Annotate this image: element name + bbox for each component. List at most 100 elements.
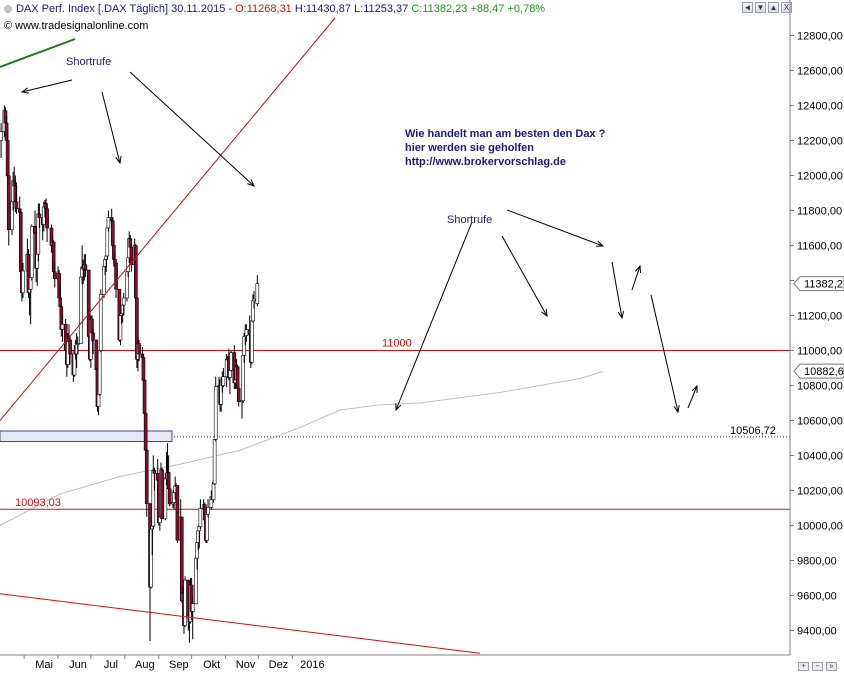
arrow-shortruf-1a-head bbox=[20, 87, 29, 94]
candle bbox=[198, 499, 203, 529]
shortrufe-label-2: Shortrufe bbox=[447, 214, 492, 226]
candle-body bbox=[221, 376, 226, 386]
candle bbox=[250, 315, 254, 365]
x-tick-label: Jul bbox=[104, 659, 118, 671]
candle bbox=[167, 481, 172, 507]
candle bbox=[206, 499, 210, 517]
y-tick-label: 10800,00 bbox=[797, 381, 843, 393]
trendline-up bbox=[0, 17, 336, 421]
x-tick-label: Okt bbox=[203, 659, 220, 671]
x-tick-label: Aug bbox=[135, 659, 155, 671]
header-date: 30.11.2015 bbox=[171, 3, 226, 15]
header-change: +88,47 +0,78% bbox=[470, 3, 546, 15]
watermark-text: © www.tradesignalonline.com bbox=[4, 20, 148, 32]
instrument-name: DAX Perf. Index [.DAX Täglich] bbox=[16, 3, 169, 15]
moving-average-line bbox=[0, 371, 604, 526]
y-tick-label: 12000,00 bbox=[797, 171, 843, 183]
arrow-shortruf-2a bbox=[395, 221, 473, 411]
candle-body bbox=[114, 262, 118, 290]
y-tick-label: 10200,00 bbox=[797, 486, 843, 498]
window-close-button[interactable]: X bbox=[781, 2, 792, 13]
arrow-forecast-up1-head bbox=[634, 264, 642, 274]
candle-body bbox=[45, 208, 49, 229]
zoom-in-button[interactable]: + bbox=[798, 662, 809, 671]
ma-value-badge-text: 10882,6 bbox=[804, 366, 844, 378]
arrow-forecast-down1-head bbox=[617, 311, 625, 320]
x-tick-label: Mai bbox=[35, 659, 53, 671]
y-tick-label: 10000,00 bbox=[797, 521, 843, 533]
candle bbox=[236, 387, 241, 407]
candle-body bbox=[121, 297, 126, 306]
candle bbox=[133, 243, 138, 304]
last-price-badge-text: 11382,2 bbox=[804, 279, 843, 291]
candle-body bbox=[0, 131, 3, 141]
candle-body bbox=[97, 350, 102, 395]
candle-body bbox=[198, 508, 203, 528]
candle-body bbox=[79, 276, 83, 344]
candle-body bbox=[133, 245, 138, 299]
candle-body bbox=[155, 473, 160, 481]
candle bbox=[255, 275, 260, 307]
last-price-badge-box bbox=[793, 276, 844, 292]
trendline-green bbox=[0, 38, 76, 68]
window-minimize-button[interactable]: ▼ bbox=[755, 2, 766, 13]
candle-body bbox=[143, 413, 148, 451]
arrow-shortruf-1c-head bbox=[247, 179, 255, 187]
promo-line-2: hier werden sie geholfen bbox=[405, 142, 534, 154]
arrow-forecast-up2 bbox=[687, 385, 698, 409]
candle-body bbox=[190, 603, 195, 612]
candle-body bbox=[255, 283, 260, 304]
candle bbox=[29, 224, 34, 281]
candle bbox=[175, 485, 180, 543]
candle bbox=[137, 340, 141, 361]
candle bbox=[229, 350, 233, 372]
candle bbox=[151, 455, 156, 529]
window-prev-button[interactable]: ◄ bbox=[742, 2, 753, 13]
arrow-shortruf-2a-head bbox=[395, 402, 402, 412]
y-tick-label: 9400,00 bbox=[797, 626, 837, 638]
candle-body bbox=[167, 488, 172, 505]
candle-body bbox=[91, 332, 95, 341]
header-open: O:11268,31 bbox=[235, 3, 292, 15]
chart-header: DAX Perf. Index [.DAX Täglich] 30.11.201… bbox=[0, 0, 794, 18]
y-tick-label: 12200,00 bbox=[797, 136, 843, 148]
arrow-shortruf-2b-head bbox=[541, 308, 548, 318]
y-tick-label: 12400,00 bbox=[797, 101, 843, 113]
highlight-box bbox=[0, 430, 173, 442]
header-high: H:11430,87 bbox=[294, 3, 351, 15]
candle bbox=[213, 376, 218, 442]
candle-body bbox=[96, 393, 101, 407]
candle-body bbox=[105, 227, 110, 257]
trendline-down bbox=[0, 593, 481, 654]
candle bbox=[68, 336, 72, 365]
candle-body bbox=[212, 439, 217, 485]
arrow-forecast-down2 bbox=[650, 294, 679, 413]
candle-body bbox=[244, 329, 249, 336]
x-tick-label: Jun bbox=[69, 659, 87, 671]
candle bbox=[75, 336, 80, 354]
candle-body bbox=[68, 339, 72, 355]
arrow-shortruf-1a bbox=[21, 79, 73, 93]
y-tick-label: 12800,00 bbox=[797, 31, 843, 43]
candle-body bbox=[142, 379, 147, 414]
candle bbox=[221, 368, 226, 388]
level-label-10506: 10506,72 bbox=[730, 425, 776, 437]
x-tick-label: Sep bbox=[169, 659, 189, 671]
x-tick-label: 2016 bbox=[300, 659, 324, 671]
scroll-right-button[interactable]: » bbox=[826, 662, 837, 671]
promo-line-3: http://www.brokervorschlag.de bbox=[405, 156, 566, 168]
candle-body bbox=[235, 366, 240, 389]
candle bbox=[21, 263, 25, 298]
candle bbox=[228, 368, 232, 395]
arrow-shortruf-1c bbox=[129, 71, 255, 187]
zoom-out-button[interactable]: − bbox=[812, 662, 823, 671]
header-close: C:11382,23 bbox=[411, 3, 468, 15]
candle-body bbox=[98, 294, 103, 351]
candle bbox=[144, 448, 149, 517]
candle-body bbox=[110, 220, 115, 246]
candle-body bbox=[94, 339, 99, 371]
candle bbox=[91, 329, 95, 354]
window-maximize-button[interactable]: ▲ bbox=[768, 2, 779, 13]
candle-body bbox=[205, 513, 209, 541]
